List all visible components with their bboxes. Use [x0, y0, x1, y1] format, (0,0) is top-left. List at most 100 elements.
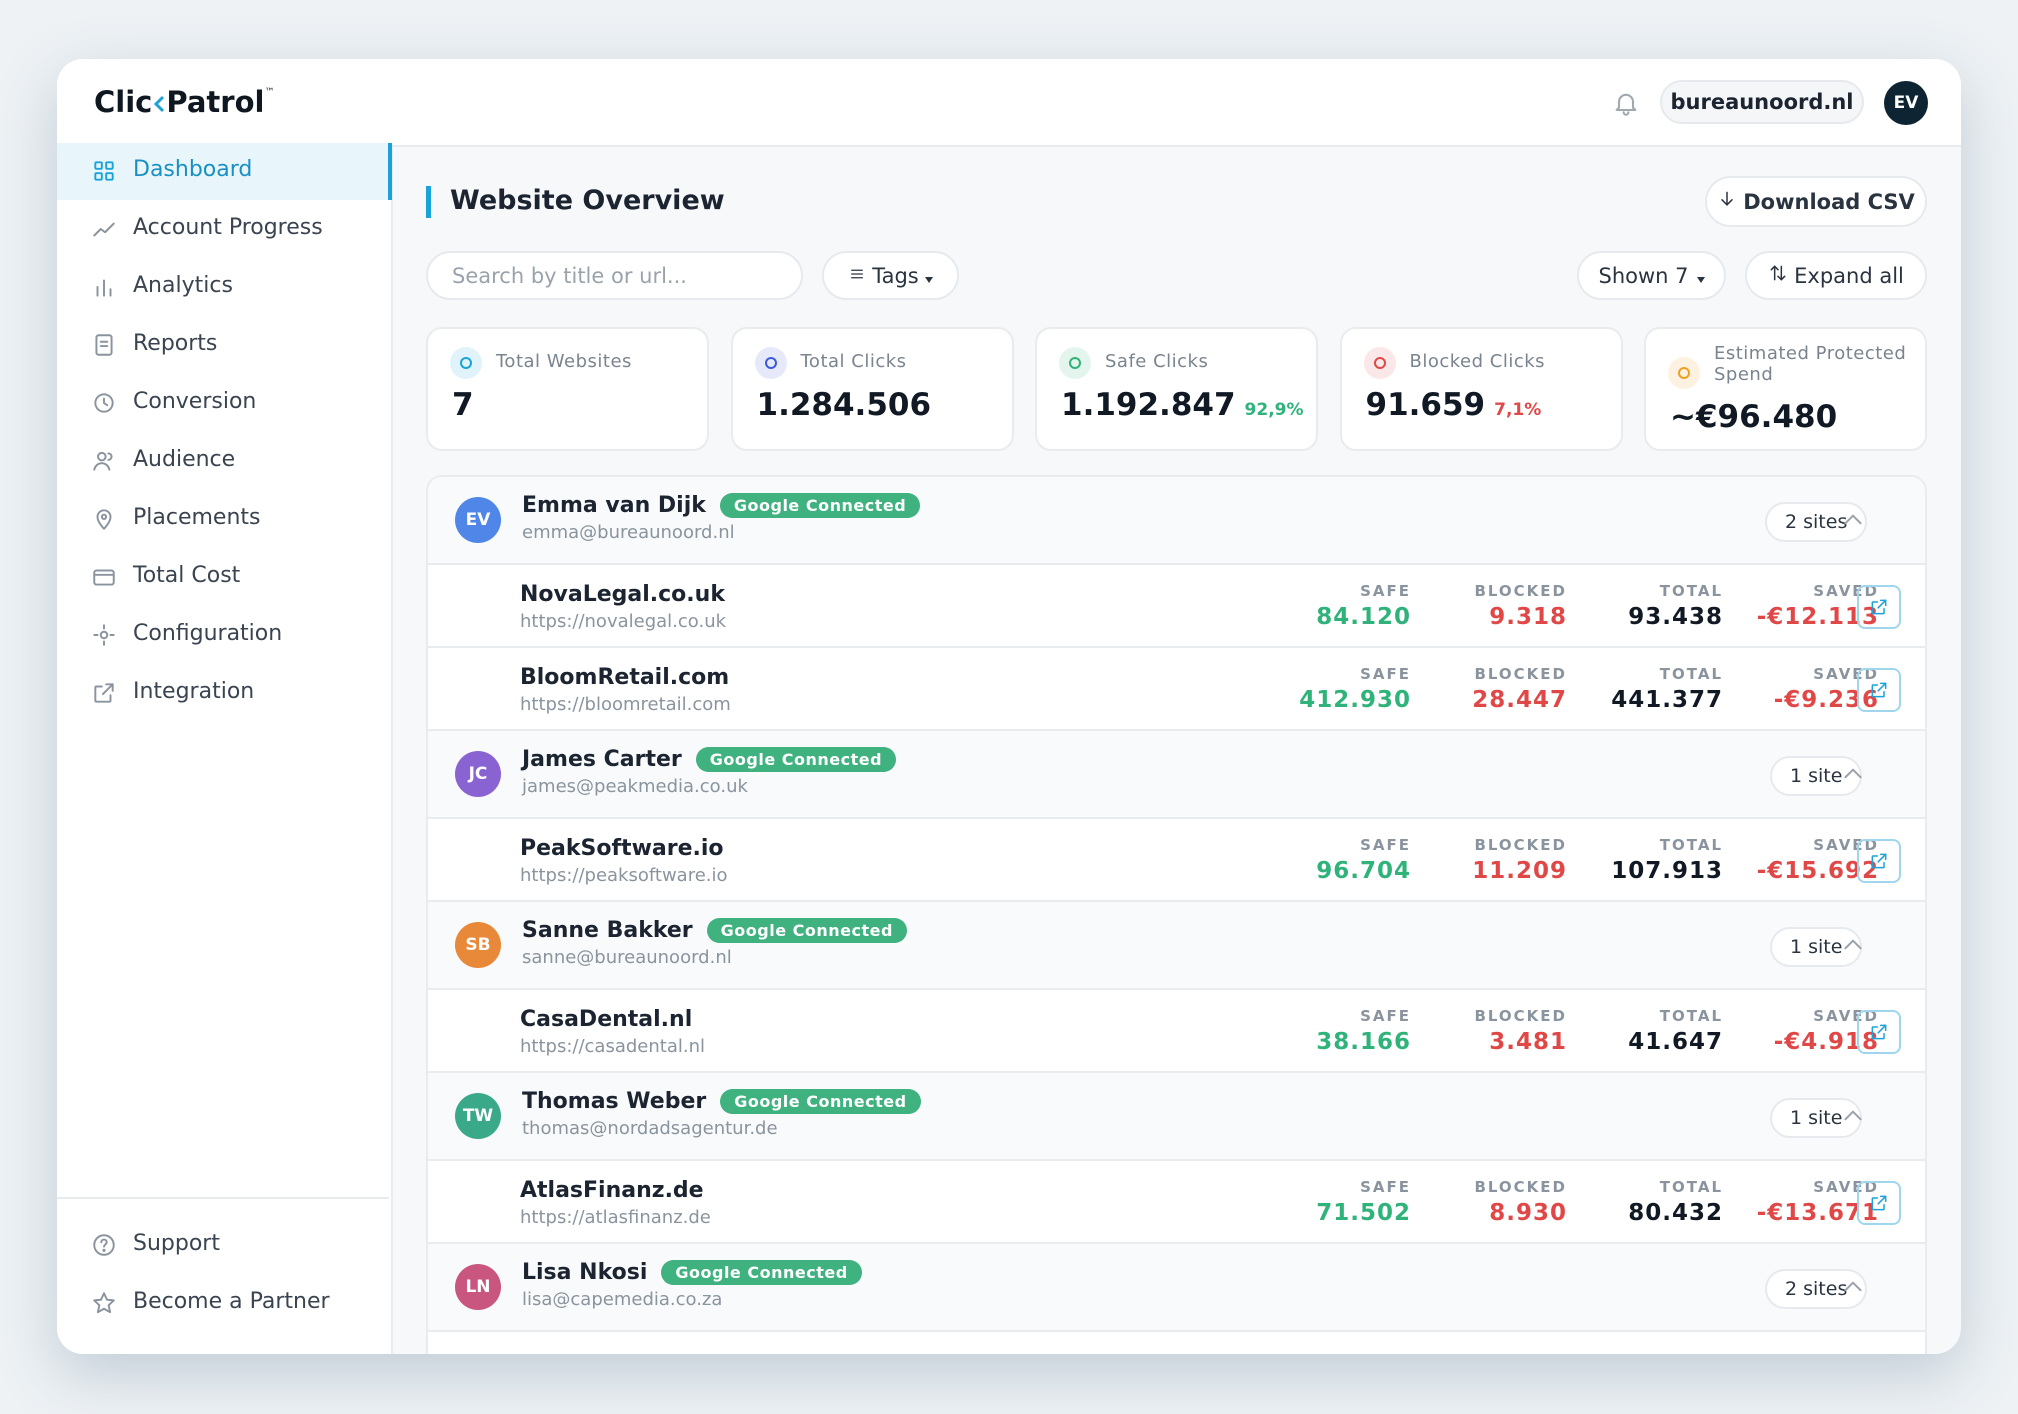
logo-trademark: ™ — [264, 87, 275, 98]
stat-icon — [1668, 357, 1700, 389]
footer-link[interactable]: Become a Partner — [133, 1289, 330, 1314]
download-button[interactable]: Download CSV — [1705, 176, 1927, 227]
site-url: https://peaksoftware.io — [520, 865, 728, 886]
client-name-line: Sanne Bakker Google Connected — [522, 918, 907, 943]
nav-item[interactable]: Integration — [133, 679, 255, 704]
client-avatar: SB — [455, 922, 501, 968]
site-row: BloomRetail.com https://bloomretail.com SA… — [428, 648, 1925, 731]
shown-dropdown[interactable]: Shown 7 — [1577, 251, 1726, 300]
collapse-chevron — [1840, 761, 1866, 791]
site-name: PeakSoftware.io — [520, 836, 724, 861]
client-list: EV Emma van Dijk Google Connected emma@bure… — [426, 475, 1927, 1354]
site-count[interactable]: 1 site — [1770, 927, 1863, 967]
app-window: Clic Patrol ™ bureaunoord.nl EV Dashboard Acco… — [57, 59, 1961, 1354]
nav-item[interactable]: Conversion — [133, 389, 257, 414]
nav-item[interactable]: Account Progress — [133, 215, 323, 240]
column-label: SAFE — [1360, 836, 1411, 854]
site-count[interactable]: 2 sites — [1765, 502, 1868, 542]
open-link-button[interactable] — [1857, 585, 1901, 629]
open-link-button[interactable] — [1857, 1181, 1901, 1225]
open-link-button[interactable] — [1857, 1010, 1901, 1054]
stat-label: Total Clicks — [800, 351, 907, 372]
nav-item[interactable]: Dashboard — [133, 157, 253, 182]
site-url: https://bloomretail.com — [520, 694, 731, 715]
account-switcher[interactable]: bureaunoord.nl — [1660, 80, 1864, 124]
stat-number: 7 — [452, 387, 474, 423]
nav-item[interactable]: Total Cost — [133, 563, 241, 588]
stat-label: Estimated Protected Spend — [1714, 343, 1907, 385]
tags-button[interactable]: Tags — [822, 251, 959, 300]
site-name: NovaLegal.co.uk — [520, 582, 725, 607]
client-name-line: Lisa Nkosi Google Connected — [522, 1260, 862, 1285]
nav-icon — [91, 564, 117, 594]
collapse-chevron — [1840, 1274, 1866, 1304]
client-email: thomas@nordadsagentur.de — [522, 1118, 778, 1139]
nav-item[interactable]: Placements — [133, 505, 261, 530]
nav-item[interactable]: Configuration — [133, 621, 283, 646]
nav-icon — [91, 158, 117, 188]
stat-icon — [1363, 347, 1396, 379]
nav-icon — [91, 622, 117, 652]
column-label: BLOCKED — [1474, 836, 1567, 854]
nav-active-bg — [57, 143, 392, 200]
client-avatar: TW — [455, 1093, 501, 1139]
stat-icon — [450, 347, 482, 379]
expand-label: Expand all — [1794, 263, 1904, 288]
footer-link[interactable]: Support — [133, 1231, 220, 1256]
site-row: PeakSoftware.io https://peaksoftware.io SA… — [428, 819, 1925, 902]
stat-value: 7 — [452, 387, 474, 423]
metric-value: 41.647 — [1628, 1029, 1723, 1055]
site-url: https://casadental.nl — [520, 1036, 705, 1057]
metric-value: 3.481 — [1489, 1029, 1567, 1055]
column-label: TOTAL — [1659, 1178, 1723, 1196]
bell-icon — [1612, 89, 1640, 121]
tags-caret — [924, 264, 933, 288]
nav-icon — [91, 680, 117, 710]
stat-card: Blocked Clicks 91.659 7,1% — [1339, 327, 1623, 451]
metric-value: 28.447 — [1472, 687, 1567, 713]
connected-badge: Google Connected — [720, 1089, 921, 1114]
column-label: TOTAL — [1659, 836, 1723, 854]
open-link-button[interactable] — [1857, 839, 1901, 883]
client-email: emma@bureaunoord.nl — [522, 522, 735, 543]
nav-item[interactable]: Reports — [133, 331, 218, 356]
stat-number: ~€96.480 — [1670, 399, 1838, 435]
tags-icon — [848, 264, 866, 288]
stat-value: ~€96.480 — [1670, 399, 1837, 435]
client-name-line: Thomas Weber Google Connected — [522, 1089, 921, 1114]
site-count[interactable]: 2 sites — [1765, 1269, 1868, 1309]
column-label: TOTAL — [1659, 582, 1723, 600]
column-label: SAFE — [1360, 582, 1411, 600]
title-accent — [426, 186, 431, 218]
logo-text: Clic — [94, 85, 153, 119]
client-row: TW Thomas Weber Google Connected thomas@nor… — [428, 1073, 1925, 1161]
nav-item[interactable]: Analytics — [133, 273, 233, 298]
shown-caret — [1696, 264, 1705, 288]
client-email: lisa@capemedia.co.za — [522, 1289, 723, 1310]
nav-icon — [91, 274, 117, 304]
stat-label: Safe Clicks — [1105, 351, 1209, 372]
stat-value: 1.192.847 92,9% — [1061, 387, 1304, 423]
logo-right: Patrol — [166, 85, 265, 119]
stat-value: 91.659 7,1% — [1366, 387, 1542, 423]
search-input[interactable]: Search by title or url... — [426, 251, 803, 300]
metric-value: 80.432 — [1628, 1200, 1723, 1226]
metric-value: 8.930 — [1489, 1200, 1567, 1226]
expand-button[interactable]: Expand all — [1745, 251, 1927, 300]
column-label: BLOCKED — [1474, 665, 1567, 683]
header-bar — [57, 59, 1961, 147]
stat-value: 1.284.506 — [757, 387, 932, 423]
client-row: LN Lisa Nkosi Google Connected lisa@capemed… — [428, 1244, 1925, 1332]
sidebar-divider — [57, 1197, 389, 1199]
client-avatar: EV — [455, 497, 501, 543]
nav-icon — [91, 506, 117, 536]
nav-item[interactable]: Audience — [133, 447, 236, 472]
client-name: Lisa Nkosi — [522, 1260, 648, 1285]
open-link-button[interactable] — [1857, 668, 1901, 712]
stat-number: 1.192.847 — [1061, 387, 1236, 423]
user-avatar[interactable]: EV — [1884, 81, 1928, 125]
client-avatar: JC — [455, 751, 501, 797]
nav-icon — [91, 448, 117, 478]
stat-number: 91.659 — [1365, 387, 1486, 423]
